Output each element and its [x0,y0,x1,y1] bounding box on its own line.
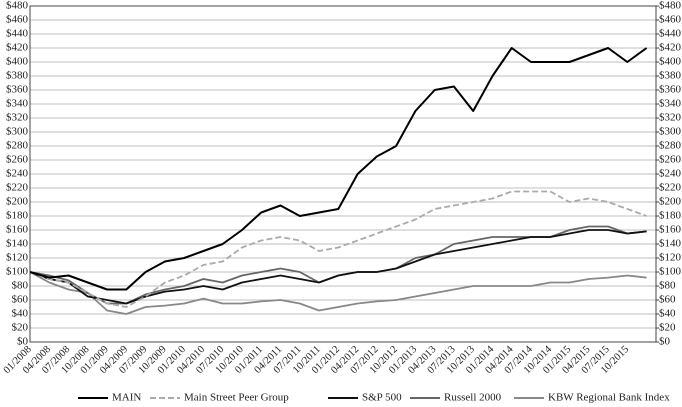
y-tick-label: $460 [6,14,29,26]
legend-label: Russell 2000 [444,392,502,404]
y-tick-label: $180 [6,210,29,222]
y-tick-label: $100 [6,266,29,278]
y2-tick-label: $200 [659,196,682,208]
legend-item: S&P 500 [328,392,402,404]
y-tick-label: $220 [6,182,29,194]
y2-tick-label: $40 [659,308,676,320]
y2-tick-label: $420 [659,42,682,54]
series-line [29,47,648,291]
legend-item: Russell 2000 [410,392,502,404]
y2-tick-label: $80 [659,280,676,292]
y2-tick-label: $100 [659,266,682,278]
y2-tick-label: $140 [659,238,682,250]
y-tick-label: $0 [17,336,29,348]
y-tick-label: $400 [6,56,29,68]
y-tick-label: $120 [6,252,29,264]
y-tick-label: $200 [6,196,29,208]
legend-item: MAIN [78,392,141,404]
y2-tick-label: $400 [659,56,682,68]
y-tick-label: $20 [12,322,29,334]
y-tick-label: $360 [6,84,29,96]
y-tick-label: $80 [12,280,29,292]
y-tick-label: $380 [6,70,29,82]
legend-label: S&P 500 [362,392,402,404]
y2-tick-label: $480 [659,0,682,12]
y2-tick-label: $320 [659,112,682,124]
y2-tick-label: $340 [659,98,682,110]
y2-tick-label: $240 [659,168,682,180]
series-line [29,190,647,308]
plot-border [29,5,657,343]
y-tick-label: $160 [6,224,29,236]
y-tick-label: $60 [12,294,29,306]
legend-label: MAIN [112,392,141,404]
y2-tick-label: $280 [659,140,682,152]
y-tick-label: $340 [6,98,29,110]
legend-item: Main Street Peer Group [150,392,289,404]
legend-label: Main Street Peer Group [184,392,289,404]
y-tick-label: $300 [6,126,29,138]
y-tick-label: $240 [6,168,29,180]
y2-tick-label: $60 [659,294,676,306]
y2-tick-label: $0 [659,336,671,348]
y-tick-label: $280 [6,140,29,152]
series-line [29,271,647,315]
y2-tick-label: $460 [659,14,682,26]
series-line [29,229,647,305]
y-tick-label: $320 [6,112,29,124]
y2-tick-label: $260 [659,154,682,166]
y-tick-label: $260 [6,154,29,166]
y2-tick-label: $20 [659,322,676,334]
y-tick-label: $440 [6,28,29,40]
y2-tick-label: $120 [659,252,682,264]
y2-tick-label: $220 [659,182,682,194]
y2-tick-label: $160 [659,224,682,236]
y2-tick-label: $440 [659,28,682,40]
y-tick-label: $420 [6,42,29,54]
y-tick-label: $40 [12,308,29,320]
y2-tick-label: $380 [659,70,682,82]
series-line [29,225,647,305]
y-tick-label: $480 [6,0,29,12]
y2-tick-label: $360 [659,84,682,96]
y2-tick-label: $300 [659,126,682,138]
y2-tick-label: $180 [659,210,682,222]
y-tick-label: $140 [6,238,29,250]
legend-label: KBW Regional Bank Index [548,392,670,404]
legend-item: KBW Regional Bank Index [514,392,670,404]
